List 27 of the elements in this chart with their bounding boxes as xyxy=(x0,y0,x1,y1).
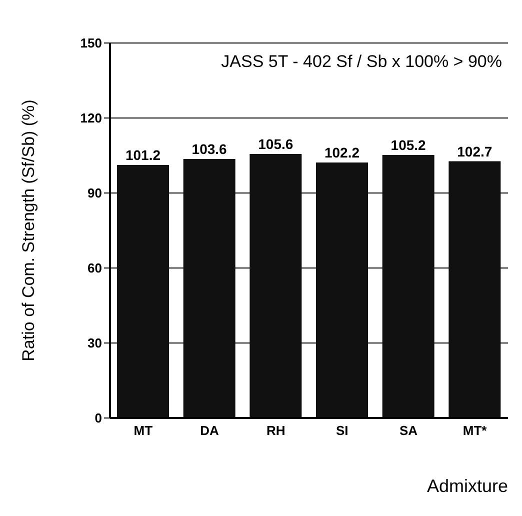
x-tick-label: DA xyxy=(200,423,220,438)
y-tick-label: 120 xyxy=(80,110,102,126)
data-label: 105.6 xyxy=(258,136,294,152)
y-tick-label: 30 xyxy=(88,336,102,351)
y-tick-label: 60 xyxy=(88,260,102,276)
data-label: 101.2 xyxy=(125,147,161,163)
x-tick-label: SA xyxy=(399,423,418,438)
bar xyxy=(117,165,169,418)
annotation: JASS 5T - 402 Sf / Sb x 100% > 90% xyxy=(221,52,502,72)
data-label: 103.6 xyxy=(192,141,228,157)
y-axis-title: Ratio of Com. Strength (Sf/Sb) (%) xyxy=(19,100,38,362)
bar xyxy=(448,161,501,418)
x-tick-label: RH xyxy=(266,423,286,438)
data-label: 105.2 xyxy=(390,137,426,153)
y-tick-label: 90 xyxy=(88,186,102,201)
data-label: 102.2 xyxy=(324,144,360,160)
y-tick-label: 150 xyxy=(80,36,102,51)
bar xyxy=(316,162,368,418)
bar xyxy=(183,159,236,418)
x-tick-label: SI xyxy=(336,423,348,438)
y-tick-label: 0 xyxy=(94,410,102,426)
bar xyxy=(250,154,302,418)
x-tick-label: MT* xyxy=(462,423,488,438)
x-axis-title: Admixture xyxy=(426,476,508,497)
x-tick-label: MT xyxy=(134,423,153,438)
bar xyxy=(382,155,434,418)
data-label: 102.7 xyxy=(457,143,492,160)
